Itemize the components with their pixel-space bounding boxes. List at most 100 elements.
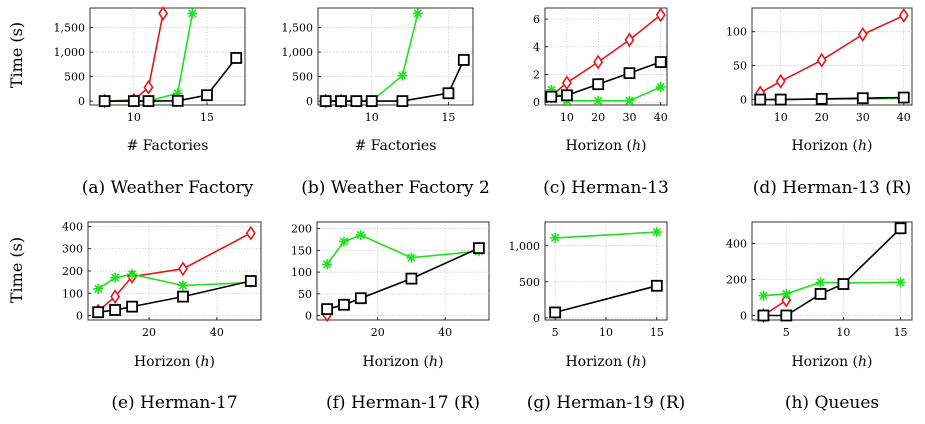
x-tick-label: 5 [783, 326, 790, 339]
x-tick-label: 40 [210, 326, 224, 339]
data-point-square [545, 90, 558, 103]
x-tick-label: 10 [599, 326, 613, 339]
y-tick-label: 0 [76, 310, 83, 323]
y-tick-label: 1,000 [509, 240, 541, 253]
data-point-star [412, 8, 423, 19]
data-point-star [322, 259, 333, 270]
y-tick-label: 0 [78, 95, 85, 108]
panel-caption: (g) Herman-19 (R) [527, 393, 686, 413]
data-point-square [126, 300, 138, 313]
data-point-square [780, 309, 793, 322]
data-point-star [815, 277, 826, 288]
data-point-diamond [857, 27, 868, 42]
data-point-square [354, 292, 367, 305]
data-point-square [365, 95, 378, 107]
data-point-square [837, 278, 850, 290]
y-tick-label: 0 [533, 312, 540, 325]
y-tick-label: 0 [740, 94, 747, 107]
y-tick-label: 0 [306, 95, 313, 108]
data-point-star [895, 277, 906, 288]
data-point-star [406, 252, 417, 263]
x-axis-label: Horizon (h) [791, 354, 872, 370]
data-point-square [142, 95, 155, 107]
plot-frame [751, 221, 913, 321]
y-tick-label: 1,000 [282, 46, 314, 59]
panel-b-weather-factory-2: 0 500 1,000 1,500 10 15 # Factories (b) Weather… [282, 7, 490, 198]
data-point-star [624, 95, 635, 106]
data-point-star [593, 95, 604, 106]
panel-caption: (h) Queues [785, 393, 879, 413]
data-point-star [127, 269, 138, 280]
y-tick-label: 1,500 [282, 22, 314, 35]
data-point-square [757, 309, 770, 322]
x-tick-label: 10 [836, 326, 850, 339]
x-axis-label: Horizon (h) [791, 138, 872, 154]
data-point-square [127, 95, 140, 107]
data-point-diamond [593, 54, 604, 70]
x-tick-label: 5 [552, 326, 559, 339]
y-tick-label: 2 [533, 69, 540, 82]
y-tick-label: 300 [62, 243, 83, 256]
data-point-square [405, 272, 418, 285]
x-tick-label: 40 [897, 111, 911, 124]
y-tick-label: 100 [726, 26, 747, 39]
data-point-square [457, 54, 470, 66]
y-axis-title-top: Time (s) [7, 22, 26, 88]
series-line [554, 285, 658, 314]
y-tick-label: 1,000 [54, 46, 86, 59]
data-point-star [758, 290, 769, 301]
data-point-diamond [898, 8, 909, 23]
data-point-square [897, 91, 910, 104]
data-point-square [442, 87, 455, 100]
data-point-diamond [775, 73, 786, 89]
data-point-square [856, 92, 869, 105]
data-point-star [546, 84, 557, 95]
data-point-square [592, 78, 605, 91]
x-axis-label: # Factories [355, 138, 437, 154]
plot-frame [89, 7, 246, 106]
data-point-square [177, 290, 189, 303]
x-tick-label: 10 [560, 111, 574, 124]
data-point-diamond [110, 289, 121, 305]
y-tick-label: 0 [305, 310, 312, 323]
panel-caption: (e) Herman-17 [111, 393, 237, 413]
y-tick-label: 400 [62, 220, 83, 233]
data-point-square [396, 95, 409, 107]
data-point-star [93, 283, 104, 294]
x-axis-label: # Factories [127, 138, 209, 154]
x-tick-label: 10 [774, 111, 788, 124]
x-axis-label: Horizon (h) [362, 354, 443, 370]
data-point-star [355, 230, 366, 241]
data-point-square [319, 95, 332, 107]
y-axis-title-bottom: Time (s) [7, 237, 26, 303]
data-point-square [171, 94, 184, 107]
panel-c-herman-13: 0 2 4 6 10 20 30 40 Horizon (h) (c) Herman-13 [533, 7, 669, 198]
y-tick-label: 6 [533, 13, 540, 26]
data-point-square [350, 95, 363, 107]
data-point-square [230, 52, 243, 64]
x-tick-label: 10 [127, 111, 141, 124]
data-point-star [172, 88, 183, 99]
y-tick-label: 150 [291, 244, 312, 257]
panel-caption: (b) Weather Factory 2 [301, 178, 490, 198]
x-tick-label: 15 [650, 326, 664, 339]
data-point-square [92, 306, 105, 319]
panel-a-weather-factory: 0 500 1,000 1,500 10 15 # Factories (a) Weather… [54, 5, 254, 198]
y-tick-label: 500 [519, 276, 540, 289]
data-point-square [98, 95, 111, 107]
panel-h-queues: 0 200 400 5 10 15 Horizon (h) (h) Queues [726, 221, 913, 413]
panel-f-herman-17-r: 0 50 100 150 200 20 40 Horizon (h) (f) Herman-17… [291, 221, 490, 413]
x-tick-label: 20 [371, 326, 385, 339]
y-tick-label: 200 [291, 223, 312, 236]
data-point-star [338, 236, 349, 247]
y-tick-label: 500 [292, 71, 313, 84]
data-point-square [894, 222, 907, 235]
x-tick-label: 15 [894, 326, 908, 339]
data-point-square [338, 298, 350, 311]
x-axis-label: Horizon (h) [565, 138, 646, 154]
data-point-star [110, 272, 121, 283]
data-point-diamond [624, 32, 635, 48]
x-tick-label: 40 [438, 326, 452, 339]
data-point-square [650, 279, 663, 292]
